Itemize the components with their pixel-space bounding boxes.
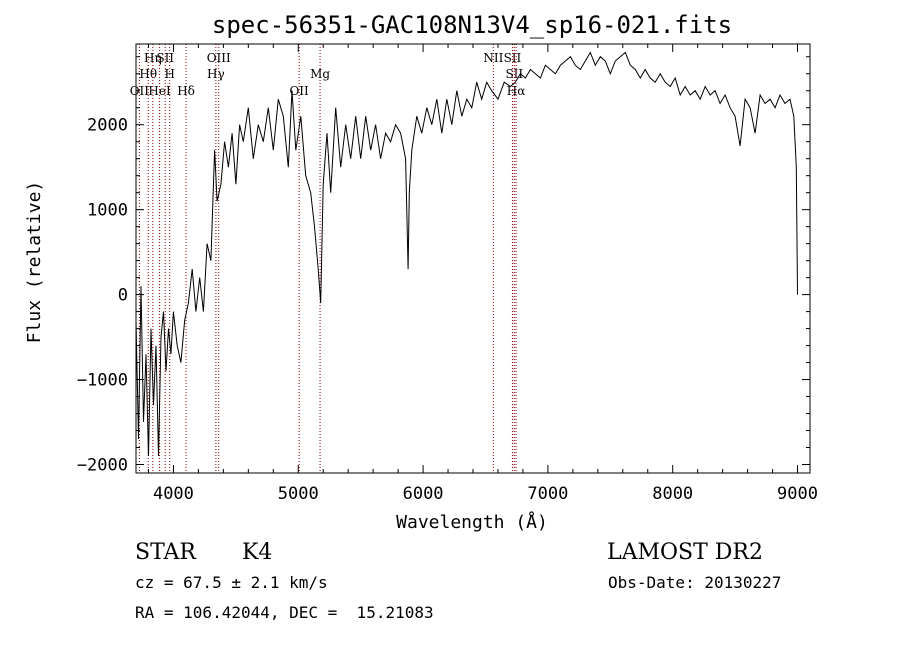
spectral-subclass: K4	[242, 540, 273, 565]
line-marker-label-14: Hα	[507, 84, 526, 98]
line-marker-label-7: Hγ	[207, 67, 225, 81]
line-marker-label-4: SII	[156, 51, 174, 65]
x-tick-label-7000: 7000	[527, 484, 568, 504]
y-tick-label--1000: −1000	[77, 371, 128, 391]
line-marker-label-13: SII	[505, 67, 523, 81]
y-tick-label-0: 0	[118, 286, 128, 306]
chart-title: spec-56351-GAC108N13V4_sp16-021.fits	[212, 11, 732, 39]
x-tick-label-5000: 5000	[278, 484, 319, 504]
survey-name: LAMOST DR2	[607, 540, 763, 565]
redshift-velocity: cz = 67.5 ± 2.1 km/s	[135, 573, 328, 592]
y-tick-label--2000: −2000	[77, 456, 128, 476]
line-marker-label-3: HeI	[148, 84, 171, 98]
x-tick-label-8000: 8000	[652, 484, 693, 504]
object-type: STAR	[135, 540, 196, 565]
y-tick-label-1000: 1000	[87, 201, 128, 221]
y-tick-label-2000: 2000	[87, 116, 128, 136]
sky-coordinates: RA = 106.42044, DEC = 15.21083	[135, 603, 434, 622]
line-marker-label-9: OII	[289, 84, 309, 98]
x-tick-label-9000: 9000	[777, 484, 818, 504]
observation-date: Obs-Date: 20130227	[608, 573, 782, 592]
line-marker-label-6: Hδ	[177, 84, 195, 98]
plot-frame	[135, 43, 811, 474]
line-marker-label-10: Mg	[310, 67, 330, 81]
line-marker-label-12: SII	[504, 51, 522, 65]
line-marker-label-11: NII	[483, 51, 503, 65]
line-marker-label-5: H	[164, 67, 174, 81]
line-marker-label-8: OIII	[207, 51, 231, 65]
x-axis-label: Wavelength (Å)	[396, 511, 548, 533]
y-axis-label: Flux (relative)	[24, 181, 45, 344]
x-tick-label-4000: 4000	[153, 484, 194, 504]
spectrum-chart: spec-56351-GAC108N13V4_sp16-021.fits OII…	[24, 11, 818, 533]
x-tick-label-6000: 6000	[403, 484, 444, 504]
line-marker-label-2: Hη	[144, 51, 162, 65]
line-marker-label-1: Hθ	[139, 67, 157, 81]
spectrum-line	[135, 51, 798, 457]
